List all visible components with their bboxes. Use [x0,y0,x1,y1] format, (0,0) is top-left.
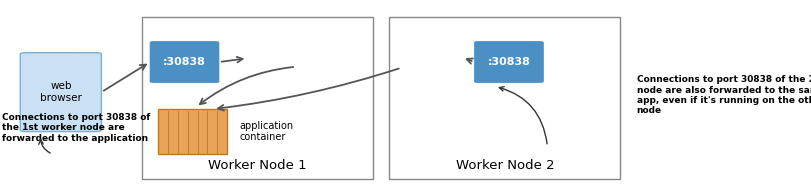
FancyBboxPatch shape [20,53,101,132]
Text: Connections to port 30838 of the 2nd
node are also forwarded to the same
app, ev: Connections to port 30838 of the 2nd nod… [637,75,811,115]
Bar [158,109,227,154]
Text: Worker Node 2: Worker Node 2 [456,159,554,172]
Text: Worker Node 1: Worker Node 1 [208,159,307,172]
FancyBboxPatch shape [474,41,543,83]
FancyBboxPatch shape [150,41,219,83]
Text: :30838: :30838 [487,57,530,67]
Bar [389,17,620,179]
Text: application
container: application container [239,121,294,142]
Text: web
browser: web browser [40,81,82,103]
Bar [142,17,373,179]
Text: :30838: :30838 [163,57,206,67]
Text: Connections to port 30838 of
the 1st worker node are
forwarded to the applicatio: Connections to port 30838 of the 1st wor… [2,113,151,143]
